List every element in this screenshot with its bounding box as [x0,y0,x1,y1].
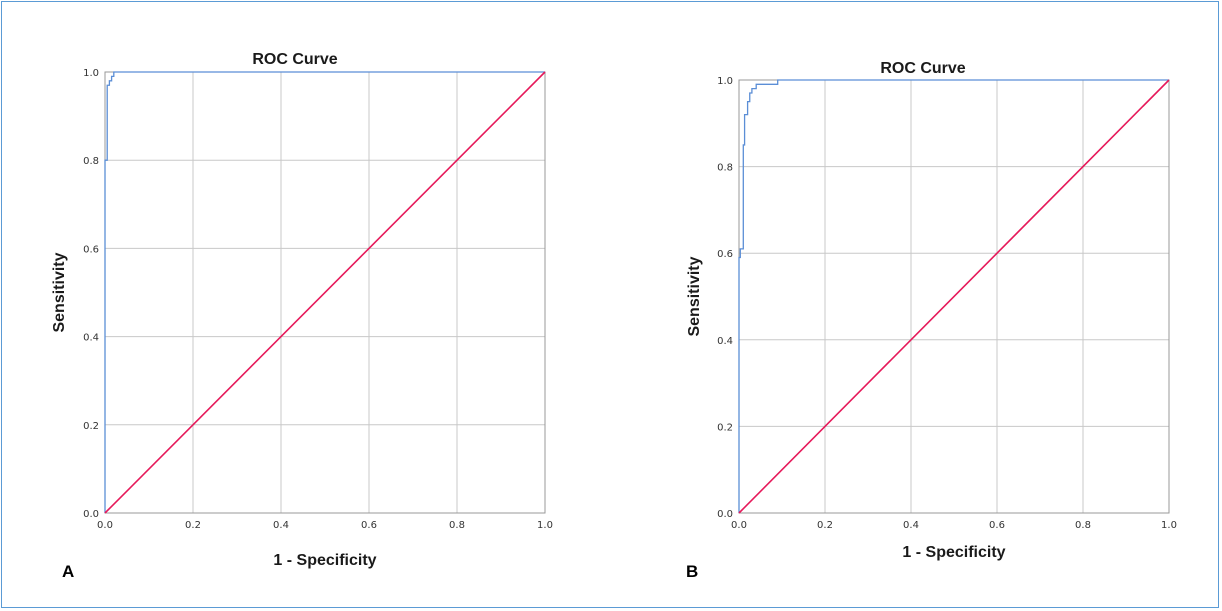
panel-a-label: A [62,562,74,581]
panel-b-label: B [686,562,698,581]
panel-b-y-tick-label: 0.8 [717,163,733,174]
panel-a-y-tick-label: 0.8 [83,156,99,167]
panel-b-y-tick-label: 0.0 [717,509,733,520]
panel-a-x-tick-label: 0.6 [361,520,377,531]
panel-b-y-tick-label: 0.4 [717,336,733,347]
panel-a-x-axis-label: 1 - Specificity [273,552,376,569]
panel-b-y-tick-label: 0.2 [717,422,733,433]
panel-b-reference-line [738,79,1170,514]
panel-b-x-tick-label: 0.2 [817,520,833,531]
panel-b-chart-title: ROC Curve [880,60,965,77]
panel-b-y-axis-label: Sensitivity [686,256,703,336]
panel-a-x-tick-label: 0.2 [185,520,201,531]
panel-b-y-tick-label: 1.0 [717,76,733,87]
panel-b-x-tick-label: 1.0 [1161,520,1177,531]
panel-b-x-tick-label: 0.0 [731,520,747,531]
panel-b-x-tick-label: 0.6 [989,520,1005,531]
panel-b-x-axis-label: 1 - Specificity [902,544,1005,561]
panel-a-x-tick-label: 1.0 [537,520,553,531]
panel-b-x-tick-label: 0.8 [1075,520,1091,531]
panel-a-reference-line [104,71,546,514]
panel-a-x-tick-label: 0.0 [97,520,113,531]
panel-a-y-tick-label: 0.4 [83,333,99,344]
panel-a-x-tick-label: 0.8 [449,520,465,531]
panel-a-y-tick-label: 1.0 [83,68,99,79]
panel-a-y-tick-label: 0.0 [83,509,99,520]
panel-a-roc-line [104,71,545,513]
panel-b-y-tick-label: 0.6 [717,249,733,260]
panel-a-x-tick-label: 0.4 [273,520,289,531]
panel-b-roc-line [738,79,1169,513]
panel-a-y-tick-label: 0.2 [83,421,99,432]
panel-a-chart-title: ROC Curve [252,51,337,68]
panel-a-y-tick-label: 0.6 [83,244,99,255]
panel-b-x-tick-label: 0.4 [903,520,919,531]
panel-a-y-axis-label: Sensitivity [51,252,68,332]
